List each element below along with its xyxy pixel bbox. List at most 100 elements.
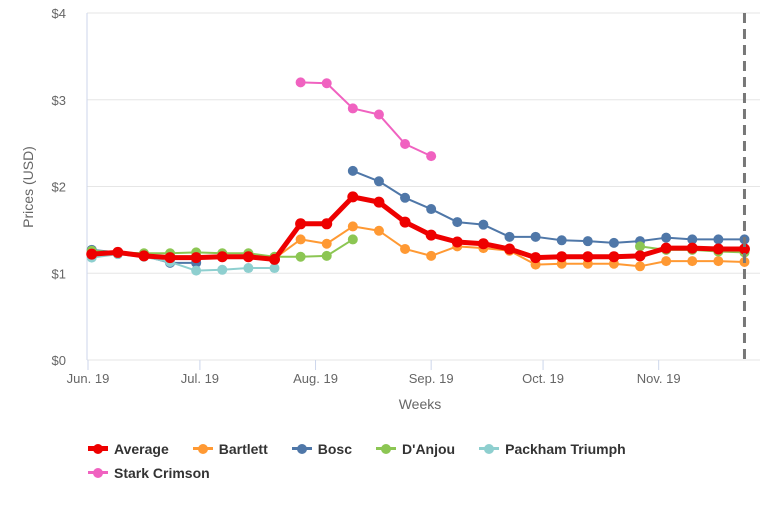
average-point[interactable]	[190, 252, 202, 264]
bartlett-point[interactable]	[426, 250, 437, 261]
average-point[interactable]	[216, 251, 228, 263]
average-point[interactable]	[269, 253, 280, 265]
average-point[interactable]	[503, 243, 515, 255]
average-point[interactable]	[112, 246, 124, 258]
bosc-point[interactable]	[478, 219, 489, 230]
average-point[interactable]	[138, 250, 150, 262]
average-point[interactable]	[477, 238, 489, 250]
d-anjou-point[interactable]	[635, 241, 646, 252]
average-point[interactable]	[582, 251, 594, 263]
x-tick-label: Aug. 19	[293, 371, 338, 386]
legend-symbol-icon	[192, 444, 213, 454]
average-point[interactable]	[556, 251, 568, 263]
stark-crimson-point[interactable]	[295, 77, 306, 88]
d-anjou-point[interactable]	[347, 234, 358, 245]
average-point[interactable]	[86, 248, 98, 260]
average-point[interactable]	[686, 242, 698, 254]
average-point[interactable]	[712, 243, 724, 255]
average-line	[91, 194, 745, 262]
series-stark-crimson	[295, 77, 437, 162]
average-point[interactable]	[164, 252, 176, 264]
x-tick-label: Jul. 19	[181, 371, 219, 386]
average-point[interactable]	[373, 196, 385, 208]
y-tick-label: $2	[52, 180, 66, 195]
x-tick-label: Sep. 19	[409, 371, 454, 386]
bosc-point[interactable]	[426, 204, 437, 215]
bosc-point[interactable]	[687, 234, 698, 245]
bosc-point[interactable]	[556, 235, 567, 246]
average-point[interactable]	[295, 218, 307, 230]
stark-crimson-point[interactable]	[321, 78, 332, 89]
d-anjou-point[interactable]	[321, 250, 332, 261]
legend-symbol-icon	[88, 444, 108, 454]
bartlett-point[interactable]	[373, 225, 384, 236]
legend-item-stark-crimson[interactable]: Stark Crimson	[88, 464, 210, 482]
bosc-point[interactable]	[373, 176, 384, 187]
legend-item-packham-triumph[interactable]: Packham Triumph	[479, 440, 626, 458]
bartlett-point[interactable]	[347, 221, 358, 232]
bosc-point[interactable]	[530, 231, 541, 242]
y-tick-label: $1	[52, 266, 66, 281]
y-axis-title: Prices (USD)	[20, 146, 36, 228]
legend-item-d-anjou[interactable]: D'Anjou	[376, 440, 455, 458]
bartlett-point[interactable]	[661, 256, 672, 267]
legend-label: Average	[114, 441, 169, 457]
bosc-point[interactable]	[713, 234, 724, 245]
bosc-point[interactable]	[661, 232, 672, 243]
bartlett-point[interactable]	[400, 243, 411, 254]
average-point[interactable]	[634, 250, 646, 262]
bartlett-point[interactable]	[295, 234, 306, 245]
bosc-line	[352, 169, 745, 244]
average-point[interactable]	[347, 191, 359, 203]
y-tick-label: $3	[52, 93, 66, 108]
legend-label: Packham Triumph	[505, 441, 626, 457]
bartlett-point[interactable]	[687, 256, 698, 267]
bartlett-point[interactable]	[713, 256, 724, 267]
stark-crimson-line	[300, 81, 432, 158]
bosc-point[interactable]	[400, 192, 411, 203]
average-point[interactable]	[451, 236, 463, 248]
legend-label: Bartlett	[218, 441, 268, 457]
average-point[interactable]	[321, 218, 333, 230]
average-point[interactable]	[425, 229, 437, 241]
legend-symbol-icon	[88, 468, 108, 478]
packham-triumph-point[interactable]	[269, 263, 280, 274]
average-point[interactable]	[399, 216, 411, 228]
y-tick-label: $4	[52, 6, 66, 21]
stark-crimson-point[interactable]	[373, 109, 384, 120]
x-tick-label: Oct. 19	[522, 371, 564, 386]
y-tick-label: $0	[52, 353, 66, 368]
average-point[interactable]	[530, 252, 542, 264]
bartlett-point[interactable]	[321, 238, 332, 249]
legend-label: D'Anjou	[402, 441, 456, 457]
bosc-point[interactable]	[582, 236, 593, 247]
x-axis-title: Weeks	[399, 396, 442, 412]
x-tick-label: Nov. 19	[637, 371, 681, 386]
legend-symbol-icon	[291, 444, 312, 454]
bosc-point[interactable]	[347, 165, 358, 176]
legend: Average Bartlett Bosc D'Anjou Packham Triump…	[88, 440, 728, 482]
average-point[interactable]	[738, 243, 750, 255]
legend-item-bosc[interactable]: Bosc	[291, 440, 352, 458]
legend-symbol-icon	[376, 444, 396, 454]
bartlett-point[interactable]	[635, 261, 646, 272]
stark-crimson-point[interactable]	[347, 103, 358, 114]
legend-item-average[interactable]: Average	[88, 440, 169, 458]
bosc-point[interactable]	[504, 231, 515, 242]
x-tick-label: Jun. 19	[67, 371, 110, 386]
packham-triumph-point[interactable]	[217, 264, 228, 275]
stark-crimson-point[interactable]	[400, 138, 411, 149]
stark-crimson-point[interactable]	[426, 151, 437, 162]
average-point[interactable]	[608, 251, 620, 263]
bosc-point[interactable]	[452, 217, 463, 228]
average-point[interactable]	[660, 242, 672, 254]
bosc-point[interactable]	[608, 237, 619, 248]
legend-item-bartlett[interactable]: Bartlett	[192, 440, 268, 458]
line-chart: $0 $1 $2 $3 $4 Jun. 19 Jul. 19 Aug. 19 Sep. 19 O…	[20, 6, 760, 412]
legend-label: Bosc	[317, 441, 352, 457]
packham-triumph-point[interactable]	[191, 265, 202, 276]
packham-triumph-point[interactable]	[243, 263, 254, 274]
average-point[interactable]	[242, 251, 254, 263]
d-anjou-point[interactable]	[295, 251, 306, 262]
